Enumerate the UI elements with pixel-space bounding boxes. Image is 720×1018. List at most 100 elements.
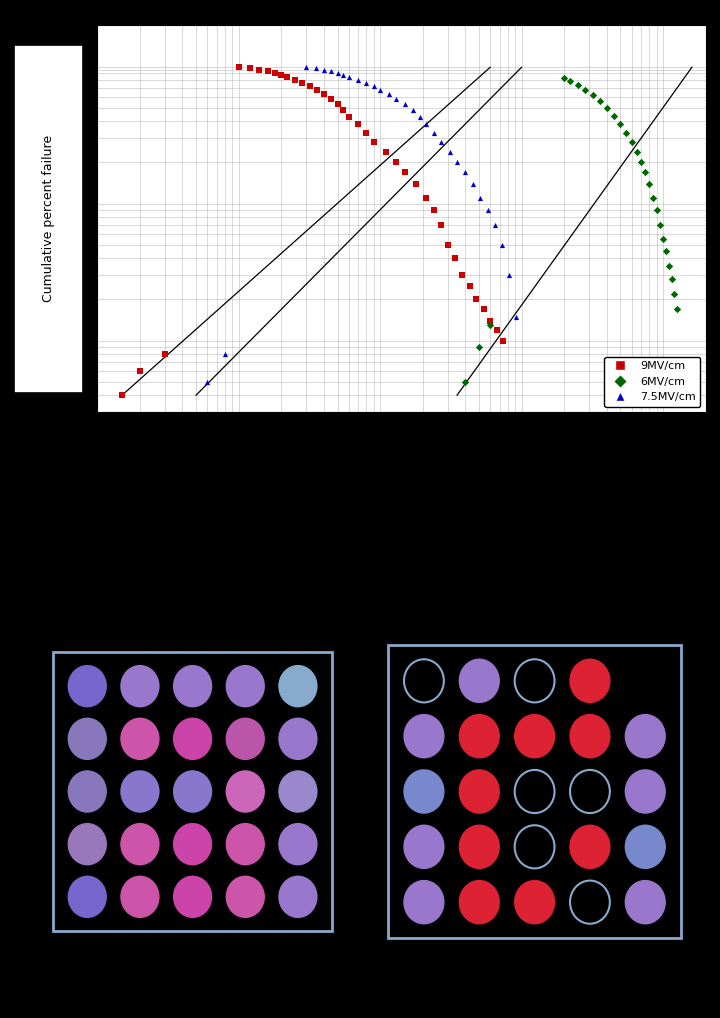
Point bbox=[559, 70, 570, 87]
Ellipse shape bbox=[121, 771, 159, 812]
Point bbox=[601, 100, 613, 116]
Ellipse shape bbox=[68, 771, 107, 812]
Point bbox=[407, 102, 418, 118]
Ellipse shape bbox=[68, 824, 107, 864]
Point bbox=[343, 109, 354, 125]
Point bbox=[651, 202, 662, 218]
Bar bbox=[14, 45, 84, 393]
Ellipse shape bbox=[570, 715, 610, 757]
Ellipse shape bbox=[626, 881, 665, 923]
Ellipse shape bbox=[459, 770, 499, 813]
Point bbox=[647, 190, 659, 207]
Point bbox=[380, 144, 392, 160]
Ellipse shape bbox=[174, 771, 212, 812]
Point bbox=[374, 81, 386, 98]
Point bbox=[219, 346, 230, 362]
Point bbox=[485, 317, 496, 333]
Point bbox=[134, 362, 145, 379]
Point bbox=[400, 164, 411, 180]
Point bbox=[478, 301, 490, 318]
Point bbox=[471, 291, 482, 307]
Ellipse shape bbox=[459, 881, 499, 923]
Point bbox=[436, 217, 447, 233]
Ellipse shape bbox=[121, 719, 159, 759]
Ellipse shape bbox=[68, 876, 107, 917]
Point bbox=[473, 339, 485, 355]
Ellipse shape bbox=[570, 660, 610, 702]
Point bbox=[352, 72, 364, 89]
Point bbox=[202, 374, 213, 390]
Ellipse shape bbox=[626, 715, 665, 757]
Point bbox=[368, 134, 379, 151]
Point bbox=[579, 81, 590, 98]
Ellipse shape bbox=[459, 660, 499, 702]
Point bbox=[343, 69, 354, 86]
Point bbox=[262, 63, 274, 79]
Point bbox=[474, 190, 486, 207]
Point bbox=[660, 243, 672, 260]
Ellipse shape bbox=[68, 719, 107, 759]
Ellipse shape bbox=[174, 824, 212, 864]
Ellipse shape bbox=[626, 770, 665, 813]
Point bbox=[663, 258, 675, 274]
Point bbox=[564, 73, 576, 90]
Ellipse shape bbox=[515, 715, 554, 757]
Point bbox=[671, 301, 683, 318]
Point bbox=[666, 271, 678, 287]
Point bbox=[498, 333, 509, 349]
Point bbox=[296, 75, 307, 92]
Point bbox=[482, 202, 494, 218]
Ellipse shape bbox=[226, 719, 264, 759]
Point bbox=[233, 59, 244, 75]
Point bbox=[654, 217, 665, 233]
Point bbox=[485, 313, 496, 329]
Point bbox=[338, 67, 349, 83]
Point bbox=[639, 164, 651, 180]
Point bbox=[449, 250, 461, 267]
Point bbox=[595, 93, 606, 109]
Ellipse shape bbox=[121, 666, 159, 706]
Point bbox=[390, 155, 402, 171]
Point bbox=[436, 134, 447, 151]
Ellipse shape bbox=[174, 666, 212, 706]
Point bbox=[420, 116, 431, 132]
Ellipse shape bbox=[515, 881, 554, 923]
Point bbox=[325, 91, 337, 107]
Ellipse shape bbox=[226, 876, 264, 917]
Point bbox=[305, 78, 316, 95]
Ellipse shape bbox=[404, 770, 444, 813]
Ellipse shape bbox=[121, 876, 159, 917]
Ellipse shape bbox=[459, 715, 499, 757]
Ellipse shape bbox=[121, 824, 159, 864]
Text: Cumulative percent failure: Cumulative percent failure bbox=[42, 135, 55, 302]
Point bbox=[657, 231, 669, 247]
Point bbox=[414, 109, 426, 125]
Legend: 9MV/cm, 6MV/cm, 7.5MV/cm: 9MV/cm, 6MV/cm, 7.5MV/cm bbox=[604, 356, 700, 407]
Point bbox=[310, 60, 321, 76]
Point bbox=[615, 116, 626, 132]
Ellipse shape bbox=[174, 719, 212, 759]
Point bbox=[410, 175, 422, 191]
Point bbox=[503, 267, 515, 283]
Point bbox=[352, 116, 364, 132]
Ellipse shape bbox=[279, 876, 317, 917]
Point bbox=[332, 97, 343, 113]
Point bbox=[383, 87, 395, 103]
Ellipse shape bbox=[404, 826, 444, 868]
Ellipse shape bbox=[626, 826, 665, 868]
Ellipse shape bbox=[279, 719, 317, 759]
Ellipse shape bbox=[68, 666, 107, 706]
Ellipse shape bbox=[459, 826, 499, 868]
Point bbox=[318, 62, 330, 78]
Ellipse shape bbox=[226, 666, 264, 706]
Point bbox=[368, 78, 379, 95]
Point bbox=[318, 87, 330, 103]
Point bbox=[332, 65, 343, 81]
Point bbox=[444, 144, 455, 160]
Point bbox=[588, 87, 599, 103]
Point bbox=[420, 190, 431, 207]
Point bbox=[325, 63, 337, 79]
Point bbox=[400, 97, 411, 113]
Ellipse shape bbox=[174, 876, 212, 917]
Point bbox=[635, 155, 647, 171]
